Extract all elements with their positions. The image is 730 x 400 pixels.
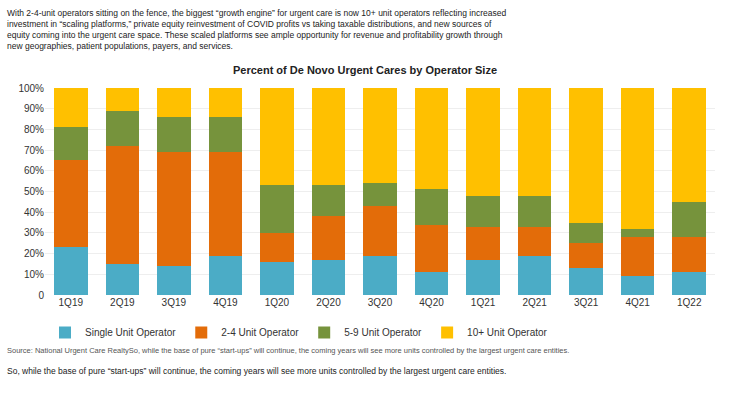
svg-text:2Q20: 2Q20 [316,297,341,308]
svg-text:Source: National Urgent Care R: Source: National Urgent Care RealtySo, w… [7,346,569,355]
svg-text:60%: 60% [24,165,44,176]
svg-text:3Q19: 3Q19 [162,297,187,308]
svg-text:1Q19: 1Q19 [59,297,84,308]
svg-text:2Q19: 2Q19 [110,297,135,308]
svg-text:10%: 10% [24,269,44,280]
svg-text:20%: 20% [24,248,44,259]
svg-text:4Q21: 4Q21 [625,297,650,308]
svg-text:2-4 Unit Operator: 2-4 Unit Operator [221,327,299,338]
svg-text:Single Unit Operator: Single Unit Operator [85,327,176,338]
svg-text:30%: 30% [24,227,44,238]
svg-text:3Q20: 3Q20 [368,297,393,308]
svg-text:50%: 50% [24,186,44,197]
svg-text:1Q20: 1Q20 [265,297,290,308]
svg-text:90%: 90% [24,103,44,114]
svg-text:100%: 100% [18,83,44,94]
svg-text:4Q20: 4Q20 [419,297,444,308]
svg-text:3Q21: 3Q21 [574,297,599,308]
svg-text:Percent of De Novo Urgent Care: Percent of De Novo Urgent Cares by Opera… [233,64,497,76]
svg-text:0: 0 [38,290,44,301]
svg-text:1Q21: 1Q21 [471,297,496,308]
svg-text:2Q21: 2Q21 [522,297,547,308]
svg-text:1Q22: 1Q22 [677,297,702,308]
svg-text:5-9 Unit Operator: 5-9 Unit Operator [344,327,422,338]
svg-text:So, while the base of pure “st: So, while the base of pure “start-ups” w… [7,366,506,376]
svg-text:80%: 80% [24,124,44,135]
svg-text:10+ Unit Operator: 10+ Unit Operator [467,327,547,338]
svg-text:4Q19: 4Q19 [213,297,238,308]
svg-text:40%: 40% [24,207,44,218]
svg-text:With 2-4-unit operators sittin: With 2-4-unit operators sitting on the f… [7,8,506,51]
svg-text:70%: 70% [24,145,44,156]
